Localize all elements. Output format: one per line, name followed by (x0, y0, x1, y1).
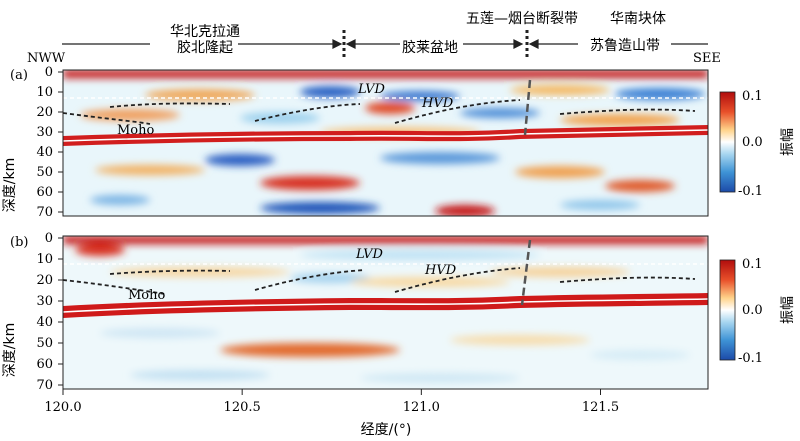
panel-a-frame (62, 69, 709, 217)
y-tick-label: 40 (36, 315, 53, 330)
colorbar-a-min: -0.1 (738, 184, 763, 199)
panel-b-label: (b) (10, 235, 28, 250)
panel-b-moho-label: Moho (128, 288, 166, 303)
region-label-fault-zone: 五莲—烟台断裂带 (466, 11, 578, 27)
colorbar-a-max: 0.1 (742, 89, 763, 104)
colorbar-a-mid: 0.0 (742, 135, 763, 150)
panel-a-lvd-label: LVD (357, 82, 385, 97)
colorbar-b-max: 0.1 (742, 257, 763, 272)
x-tick-label: 121.0 (403, 400, 440, 415)
y-tick-label: 40 (36, 145, 53, 160)
panel-b: (b) LVD HVD Moho 0 10 20 30 40 50 60 70 (10, 231, 709, 393)
panel-b-y-axis-label: 深度/km (2, 323, 18, 377)
panel-a: (a) LVD HVD Moho 0 10 20 30 40 50 60 70 (10, 65, 709, 220)
colorbar-a-title: 振幅 (780, 128, 796, 156)
x-axis-label: 经度/(°) (361, 422, 412, 438)
colorbar-b-title: 振幅 (780, 296, 796, 324)
panel-b-hvd-label: HVD (424, 263, 457, 278)
panel-b-interfaces (63, 267, 696, 295)
panel-a-y-ticks: 0 10 20 30 40 50 60 70 (36, 65, 63, 220)
y-tick-label: 70 (36, 205, 53, 220)
y-tick-label: 20 (36, 105, 53, 120)
panel-b-frame (62, 235, 709, 390)
panel-a-moho-label: Moho (117, 123, 155, 138)
y-tick-label: 0 (45, 231, 53, 246)
panel-b-lvd-label: LVD (355, 247, 383, 262)
y-tick-label: 50 (36, 336, 53, 351)
y-tick-label: 70 (36, 378, 53, 393)
region-label-north-china-1: 华北克拉通 (170, 24, 240, 40)
panel-a-y-axis-label: 深度/km (2, 158, 18, 212)
panel-a-label: (a) (10, 68, 28, 83)
x-tick-label: 121.5 (582, 400, 619, 415)
y-tick-label: 60 (36, 357, 53, 372)
panel-b-fault-line (520, 239, 532, 306)
x-axis-ticks: 120.0 120.5 121.0 121.5 (44, 389, 619, 415)
colorbar-b-ramp (719, 259, 736, 361)
colorbar-a-ramp (719, 91, 736, 193)
colorbar-b-mid: 0.0 (742, 303, 763, 318)
panel-b-y-ticks: 0 10 20 30 40 50 60 70 (36, 231, 63, 393)
direction-label-see: SEE (693, 51, 721, 66)
region-label-jiaolai-basin: 胶莱盆地 (402, 39, 458, 56)
panel-a-hvd-label: HVD (421, 96, 454, 111)
region-label-south-china-1: 华南块体 (610, 11, 666, 27)
y-tick-label: 30 (36, 294, 53, 309)
panel-a-heatmap (63, 70, 708, 216)
y-tick-label: 50 (36, 165, 53, 180)
y-tick-label: 20 (36, 273, 53, 288)
y-tick-label: 10 (36, 252, 53, 267)
top-annotations: 华北克拉通 胶北隆起 胶莱盆地 五莲—烟台断裂带 华南块体 苏鲁造山带 NWW … (27, 11, 721, 66)
panel-b-heatmap (63, 236, 708, 383)
extent-arrows (62, 30, 708, 60)
panel-a-interfaces (63, 99, 696, 125)
colorbar-a: 0.1 0.0 -0.1 振幅 (719, 89, 796, 199)
y-tick-label: 60 (36, 185, 53, 200)
region-label-south-china-2: 苏鲁造山带 (590, 38, 660, 54)
panel-a-fault-line (523, 79, 532, 136)
y-tick-label: 0 (45, 65, 53, 80)
y-tick-label: 10 (36, 85, 53, 100)
region-label-north-china-2: 胶北隆起 (177, 39, 233, 56)
x-tick-label: 120.0 (44, 400, 81, 415)
y-tick-label: 30 (36, 125, 53, 140)
direction-label-nww: NWW (27, 51, 66, 66)
colorbar-b-min: -0.1 (738, 351, 763, 366)
x-tick-label: 120.5 (224, 400, 261, 415)
colorbar-b: 0.1 0.0 -0.1 振幅 (719, 257, 796, 366)
